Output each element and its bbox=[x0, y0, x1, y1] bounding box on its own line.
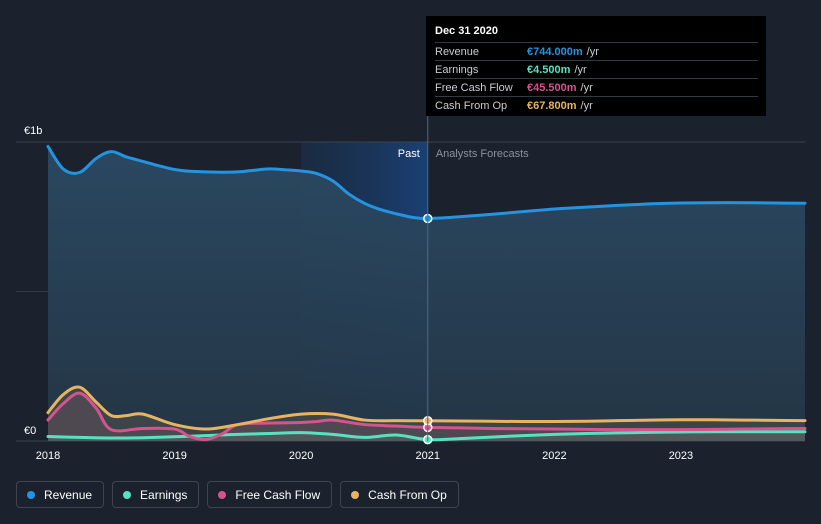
tooltip-value: €4.500m bbox=[527, 63, 571, 76]
y-top-label: €1b bbox=[24, 125, 42, 137]
x-tick-label: 2020 bbox=[289, 450, 313, 462]
tooltip-unit: /yr bbox=[586, 45, 599, 58]
legend-label: Revenue bbox=[44, 487, 93, 502]
legend-label: Earnings bbox=[140, 487, 188, 502]
tooltip-unit: /yr bbox=[580, 99, 593, 112]
legend-item-earnings[interactable]: Earnings bbox=[112, 481, 200, 508]
tooltip-row-revenue: Revenue €744.000m /yr bbox=[435, 42, 758, 60]
tooltip-label: Free Cash Flow bbox=[435, 81, 513, 94]
tooltip-label: Revenue bbox=[435, 45, 480, 58]
legend-dot-icon bbox=[123, 490, 132, 499]
tooltip-unit: /yr bbox=[580, 81, 593, 94]
tooltip-value: €67.800m bbox=[527, 99, 577, 112]
legend-item-cash-from-op[interactable]: Cash From Op bbox=[340, 481, 459, 508]
tooltip-label: Earnings bbox=[435, 63, 479, 76]
financial-chart: €1b €0 Past Analysts Forecasts 2018 2019 2020 2… bbox=[16, 16, 807, 462]
x-tick-label: 2018 bbox=[36, 450, 60, 462]
series-line-cash-from-op bbox=[46, 385, 807, 431]
legend-item-revenue[interactable]: Revenue bbox=[16, 481, 105, 508]
series-area-revenue bbox=[48, 146, 805, 442]
x-tick-label: 2023 bbox=[669, 450, 693, 462]
legend-item-free-cash-flow[interactable]: Free Cash Flow bbox=[207, 481, 333, 508]
chart-legend: Revenue Earnings Free Cash Flow Cash Fro… bbox=[16, 481, 459, 508]
legend-label: Cash From Op bbox=[368, 487, 447, 502]
series-line-revenue bbox=[46, 144, 807, 221]
x-tick-label: 2022 bbox=[542, 450, 566, 462]
legend-dot-icon bbox=[351, 490, 360, 499]
series-area-free-cash-flow bbox=[48, 393, 805, 441]
series-line-free-cash-flow bbox=[46, 391, 807, 442]
x-tick-label: 2019 bbox=[162, 450, 186, 462]
tooltip-panel: Dec 31 2020 Revenue €744.000m /yr Earnin… bbox=[426, 16, 766, 116]
past-label: Past bbox=[398, 148, 420, 160]
tooltip-value: €744.000m bbox=[527, 45, 583, 58]
tooltip-row-cash-from-op: Cash From Op €67.800m /yr bbox=[435, 96, 758, 114]
legend-label: Free Cash Flow bbox=[235, 487, 321, 502]
tooltip-unit: /yr bbox=[574, 63, 587, 76]
tooltip-label: Cash From Op bbox=[435, 99, 508, 112]
tooltip-row-earnings: Earnings €4.500m /yr bbox=[435, 60, 758, 78]
forecast-label: Analysts Forecasts bbox=[436, 148, 529, 160]
x-tick-label: 2021 bbox=[416, 450, 440, 462]
tooltip-value: €45.500m bbox=[527, 81, 577, 94]
tooltip-row-free-cash-flow: Free Cash Flow €45.500m /yr bbox=[435, 78, 758, 96]
y-zero-label: €0 bbox=[24, 425, 36, 437]
tooltip-date: Dec 31 2020 bbox=[435, 25, 498, 37]
legend-dot-icon bbox=[218, 490, 227, 499]
legend-dot-icon bbox=[27, 490, 35, 499]
series-area-cash-from-op bbox=[48, 386, 805, 441]
